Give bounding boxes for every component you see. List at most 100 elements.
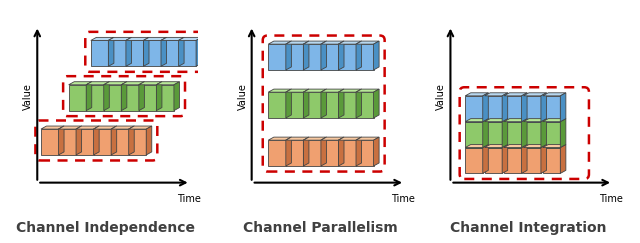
Polygon shape [504,93,527,96]
Polygon shape [356,89,362,118]
Text: Channel Independence: Channel Independence [16,221,195,235]
Polygon shape [543,122,560,148]
Polygon shape [484,93,508,96]
Polygon shape [524,148,541,174]
Polygon shape [543,145,566,148]
Text: Value: Value [436,83,446,110]
Polygon shape [303,89,309,118]
Polygon shape [504,119,527,122]
Polygon shape [161,37,184,40]
Polygon shape [303,137,326,140]
Polygon shape [122,85,139,111]
Polygon shape [524,96,541,122]
Text: Value: Value [237,83,248,110]
Polygon shape [560,93,566,122]
Polygon shape [108,40,126,66]
Text: Time: Time [177,194,201,204]
Polygon shape [543,148,560,174]
Polygon shape [111,126,116,155]
Polygon shape [108,37,131,40]
Polygon shape [286,92,303,118]
Polygon shape [522,119,527,148]
Polygon shape [483,119,488,148]
Polygon shape [286,41,309,44]
Polygon shape [41,126,64,129]
Polygon shape [303,137,309,166]
Polygon shape [339,89,362,92]
Polygon shape [356,89,379,92]
Polygon shape [179,37,184,66]
Polygon shape [339,92,356,118]
Polygon shape [321,140,339,166]
Polygon shape [93,126,116,129]
Polygon shape [104,82,109,111]
Polygon shape [321,137,326,166]
Polygon shape [179,40,196,66]
Polygon shape [543,93,566,96]
Polygon shape [139,82,162,85]
Polygon shape [122,82,145,85]
Polygon shape [484,119,508,122]
Polygon shape [58,129,76,155]
Polygon shape [93,129,111,155]
Polygon shape [129,129,146,155]
Polygon shape [321,92,339,118]
Text: Channel Integration: Channel Integration [450,221,606,235]
Polygon shape [104,82,127,85]
Polygon shape [108,37,114,66]
Polygon shape [321,137,344,140]
Polygon shape [484,148,502,174]
Polygon shape [522,93,527,122]
Polygon shape [303,41,326,44]
Polygon shape [321,89,326,118]
Polygon shape [541,119,547,148]
Polygon shape [129,126,152,129]
Polygon shape [68,82,92,85]
Polygon shape [356,41,362,70]
Polygon shape [111,126,134,129]
Polygon shape [339,89,344,118]
Polygon shape [356,137,362,166]
Polygon shape [93,126,99,155]
Polygon shape [356,44,374,70]
Polygon shape [76,126,81,155]
Polygon shape [86,82,109,85]
Polygon shape [502,93,508,122]
Polygon shape [339,137,362,140]
Polygon shape [58,126,64,155]
Polygon shape [356,140,374,166]
Text: Channel Parallelism: Channel Parallelism [243,221,397,235]
Polygon shape [129,126,134,155]
Polygon shape [111,129,129,155]
Polygon shape [303,140,321,166]
Polygon shape [543,119,566,122]
Polygon shape [504,96,522,122]
Polygon shape [68,85,86,111]
Polygon shape [321,44,339,70]
Polygon shape [303,44,321,70]
Polygon shape [58,126,81,129]
Polygon shape [502,145,508,174]
Polygon shape [126,37,131,66]
Polygon shape [524,145,547,148]
Polygon shape [126,40,143,66]
Polygon shape [286,44,303,70]
Polygon shape [76,126,99,129]
Polygon shape [560,119,566,148]
Text: Time: Time [391,194,415,204]
Polygon shape [286,89,309,92]
Polygon shape [268,137,291,140]
Polygon shape [321,41,326,70]
Polygon shape [524,122,541,148]
Polygon shape [543,96,560,122]
Polygon shape [303,41,309,70]
Polygon shape [524,93,547,96]
Polygon shape [286,140,303,166]
Polygon shape [86,82,92,111]
Polygon shape [286,89,291,118]
Polygon shape [484,96,502,122]
Polygon shape [268,140,286,166]
Polygon shape [504,145,527,148]
Polygon shape [339,44,356,70]
Text: Time: Time [599,194,623,204]
